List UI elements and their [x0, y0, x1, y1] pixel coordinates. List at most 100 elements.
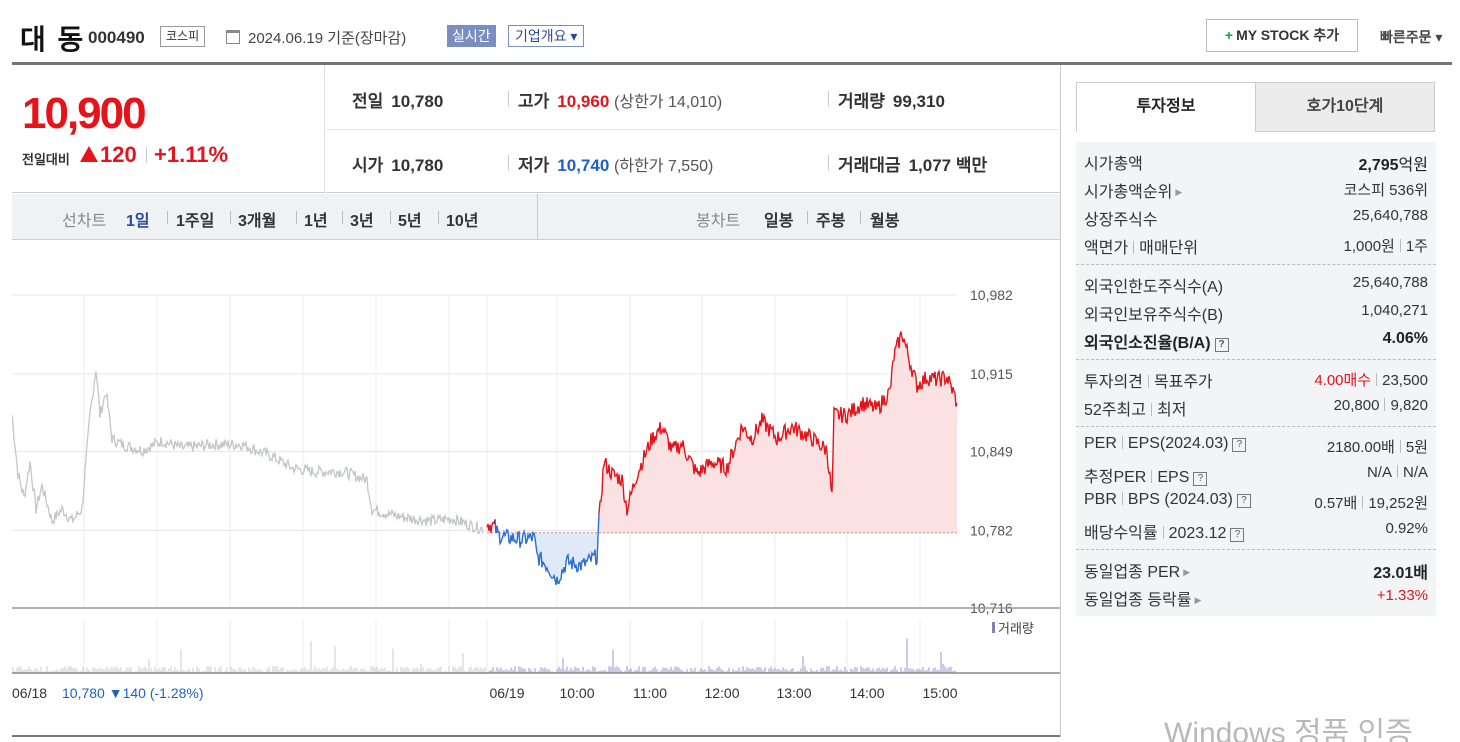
period-3y[interactable]: 3년 [350, 213, 374, 230]
row-sector-change[interactable]: 동일업종 등락률 ▶ +1.33% [1084, 587, 1428, 609]
company-overview-dropdown[interactable]: 기업개요 ▾ [508, 25, 585, 47]
period-3m[interactable]: 3개월 [238, 213, 277, 230]
stat-prev: 전일 10,780 [352, 92, 444, 111]
stock-name: 대 동 [20, 24, 86, 55]
row-52week: 52주최고 최저 20,800 9,820 [1084, 397, 1428, 419]
row-marketcap: 시가총액 2,795억원 [1084, 156, 1428, 174]
help-icon[interactable]: ? [1230, 528, 1245, 542]
change-percent: +1.11% [154, 142, 229, 167]
price-stats: 전일 10,780 고가 10,960 (상한가 14,010) 거래량 99,310… [326, 65, 1060, 193]
stat-open: 시가 10,780 [352, 156, 444, 175]
candle-daily[interactable]: 일봉 [764, 213, 794, 230]
row-per: PER EPS(2024.03)? 2180.00배 5원 [1084, 435, 1428, 456]
market-badge: 코스피 [160, 26, 206, 47]
row-listed-shares: 상장주식수 25,640,788 [1084, 207, 1428, 229]
volume-legend-label: 거래량 [998, 621, 1034, 636]
below-base-area [495, 513, 599, 585]
info-group-foreign: 외국인한도주식수(A) 25,640,788 외국인보유주식수(B) 1,040,2… [1076, 265, 1436, 360]
row-pbr: PBR BPS (2024.03)? 0.57배 19,252원 [1084, 491, 1428, 512]
row-foreign-ratio: 외국인소진율(B/A)? 4.06% [1084, 330, 1428, 352]
tab-investment-info[interactable]: 투자정보 [1076, 82, 1256, 132]
arrow-right-icon: ▶ [1194, 595, 1202, 605]
divider [230, 211, 231, 224]
divider [828, 91, 829, 107]
row-foreign-hold: 외국인보유주식수(B) 1,040,271 [1084, 302, 1428, 324]
row-sector-per[interactable]: 동일업종 PER ▶ 23.01배 [1084, 564, 1428, 582]
base-date: 2024.06.19 기준(장마감) [248, 30, 407, 47]
period-10y[interactable]: 10년 [446, 213, 479, 230]
line-chart-label: 선차트 [62, 213, 107, 230]
stock-code: 000490 [88, 28, 145, 47]
row-dividend: 배당수익률 2023.12? 0.92% [1084, 520, 1428, 542]
stock-header: 대 동 000490 코스피 2024.06.19 기준(장마감) 실시간 기업… [0, 0, 1460, 62]
calendar-icon [226, 30, 240, 44]
x-tick-label: 06/19 [489, 685, 524, 701]
plus-icon: + [1224, 27, 1234, 43]
divider [326, 129, 1060, 130]
tab-orderbook[interactable]: 호가10단계 [1255, 82, 1435, 132]
y-tick-label: 10,782 [970, 522, 1013, 538]
divider [390, 211, 391, 224]
divider [438, 211, 439, 224]
x-tick-label: 10:00 [559, 685, 594, 701]
y-tick-label: 10,982 [970, 287, 1013, 303]
price-box: 10,900 전일대비 120 +1.11% [12, 65, 325, 193]
x-tick-label: 11:00 [633, 685, 667, 701]
info-group-valuation: PER EPS(2024.03)? 2180.00배 5원 추정PER EPS? N/A N… [1076, 427, 1436, 550]
header-divider [12, 62, 1452, 65]
divider [508, 91, 509, 107]
divider [146, 147, 147, 163]
divider [1060, 65, 1061, 737]
divider [508, 155, 509, 171]
row-marketcap-rank[interactable]: 시가총액순위 ▶ 코스피 536위 [1084, 182, 1428, 201]
candle-monthly[interactable]: 월봉 [870, 213, 900, 230]
y-tick-label: 10,915 [970, 366, 1013, 382]
stat-volume: 거래량 99,310 [838, 92, 945, 111]
info-group-sector: 동일업종 PER ▶ 23.01배 동일업종 등락률 ▶ +1.33% [1076, 550, 1436, 616]
row-face-value: 액면가 매매단위 1,000원 1주 [1084, 238, 1428, 257]
period-1y[interactable]: 1년 [304, 213, 328, 230]
prev-day-date: 06/18 [12, 685, 47, 701]
divider [167, 211, 168, 224]
help-icon[interactable]: ? [1214, 338, 1229, 352]
today-line-up [598, 331, 958, 516]
stat-amount: 거래대금 1,077 백만 [838, 156, 988, 175]
change-label: 전일대비 [22, 152, 70, 167]
help-icon[interactable]: ? [1236, 494, 1251, 508]
arrow-right-icon: ▶ [1183, 567, 1191, 577]
divider [12, 735, 1060, 737]
divider [537, 194, 538, 240]
mystock-label: MY STOCK 추가 [1236, 27, 1340, 43]
windows-activation-watermark: Windows 정품 인증 [1164, 717, 1413, 742]
help-icon[interactable]: ? [1193, 472, 1208, 486]
row-est-per: 추정PER EPS? N/A N/A [1084, 464, 1428, 486]
current-price: 10,900 [22, 89, 147, 138]
volume-legend-marker [992, 622, 995, 633]
investment-info: 시가총액 2,795억원 시가총액순위 ▶ 코스피 536위 상장주식수 25,640,… [1076, 142, 1436, 616]
add-mystock-button[interactable]: + MY STOCK 추가 [1206, 19, 1358, 52]
divider [828, 155, 829, 171]
prev-day-info: 10,780 ▼140 (-1.28%) [62, 685, 204, 701]
intraday-chart[interactable]: 10,982 10,915 10,849 10,782 10,716 거래량 06/19 10… [12, 240, 1060, 710]
change-value: 120 [100, 142, 137, 167]
help-icon[interactable]: ? [1232, 438, 1247, 452]
x-tick-label: 15:00 [922, 685, 957, 701]
row-foreign-limit: 외국인한도주식수(A) 25,640,788 [1084, 274, 1428, 296]
stat-low: 저가 10,740 (하한가 7,550) [518, 156, 714, 175]
period-1d[interactable]: 1일 [126, 213, 150, 230]
candle-chart-label: 봉차트 [696, 213, 741, 230]
info-group-opinion: 투자의견 목표주가 4.00매수 23,500 52주최고 최저 20,800 9,820 [1076, 360, 1436, 427]
y-tick-label: 10,849 [970, 444, 1013, 460]
divider [860, 211, 861, 224]
info-group-marketcap: 시가총액 2,795억원 시가총액순위 ▶ 코스피 536위 상장주식수 25,640,… [1076, 142, 1436, 265]
quick-order-dropdown[interactable]: 빠른주문 ▾ [1380, 29, 1443, 45]
period-5y[interactable]: 5년 [398, 213, 422, 230]
up-triangle-icon [80, 146, 98, 162]
realtime-button[interactable]: 실시간 [447, 25, 496, 47]
period-1w[interactable]: 1주일 [176, 213, 215, 230]
x-tick-label: 12:00 [704, 685, 739, 701]
candle-weekly[interactable]: 주봉 [816, 213, 846, 230]
prev-day-line [12, 371, 484, 535]
divider [807, 211, 808, 224]
